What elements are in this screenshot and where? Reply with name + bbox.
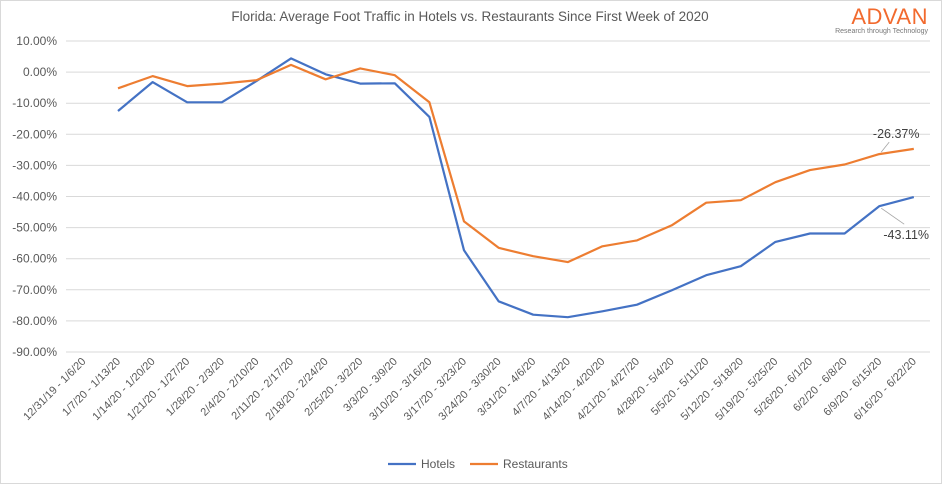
x-tick-label: 6/16/20 - 6/22/20: [852, 356, 919, 423]
series-line-hotels: [117, 57, 915, 319]
y-tick-label: 10.00%: [16, 34, 57, 48]
x-tick-label: 5/12/20 - 5/18/20: [679, 356, 746, 423]
data-label-hotels: -43.11%: [883, 228, 929, 242]
x-tick-label: 3/17/20 - 3/23/20: [402, 356, 469, 423]
data-label-restaurants: -26.37%: [873, 127, 920, 141]
x-tick-label: 1/21/20 - 1/27/20: [125, 356, 192, 423]
x-tick-label: 1/14/20 - 1/20/20: [90, 356, 157, 423]
x-tick-label: 2/11/20 - 2/17/20: [229, 356, 296, 423]
legend-label-hotels: Hotels: [421, 457, 455, 471]
series-line-restaurants: [117, 63, 914, 264]
y-tick-label: -70.00%: [12, 283, 57, 297]
y-tick-label: 0.00%: [23, 65, 57, 79]
y-tick-label: -40.00%: [12, 190, 57, 204]
y-tick-label: -10.00%: [12, 96, 57, 110]
x-tick-label: 2/18/20 - 2/24/20: [263, 356, 330, 423]
chart-title: Florida: Average Foot Traffic in Hotels …: [231, 9, 708, 24]
x-tick-label: 5/19/20 - 5/25/20: [713, 356, 780, 423]
advan-logo: ADVAN Research through Technology: [835, 6, 928, 36]
y-tick-label: -50.00%: [12, 221, 57, 235]
x-tick-label: 3/10/20 - 3/16/20: [367, 356, 434, 423]
annotation-leader: [880, 141, 890, 153]
logo-wordmark: ADVAN: [851, 4, 928, 29]
y-tick-label: -80.00%: [12, 314, 57, 328]
x-tick-label: 3/24/20 - 3/30/20: [436, 356, 503, 423]
y-tick-label: -60.00%: [12, 252, 57, 266]
annotation-leader: [880, 207, 905, 225]
x-tick-label: 4/14/20 - 4/20/20: [540, 356, 607, 423]
y-tick-label: -30.00%: [12, 158, 57, 172]
x-tick-label: 4/21/20 - 4/27/20: [575, 356, 642, 423]
y-tick-label: -90.00%: [12, 345, 57, 359]
legend-label-restaurants: Restaurants: [503, 457, 568, 471]
y-tick-label: -20.00%: [12, 127, 57, 141]
x-tick-label: 12/31/19 - 1/6/20: [21, 356, 88, 423]
logo-tagline: Research through Technology: [835, 28, 928, 35]
